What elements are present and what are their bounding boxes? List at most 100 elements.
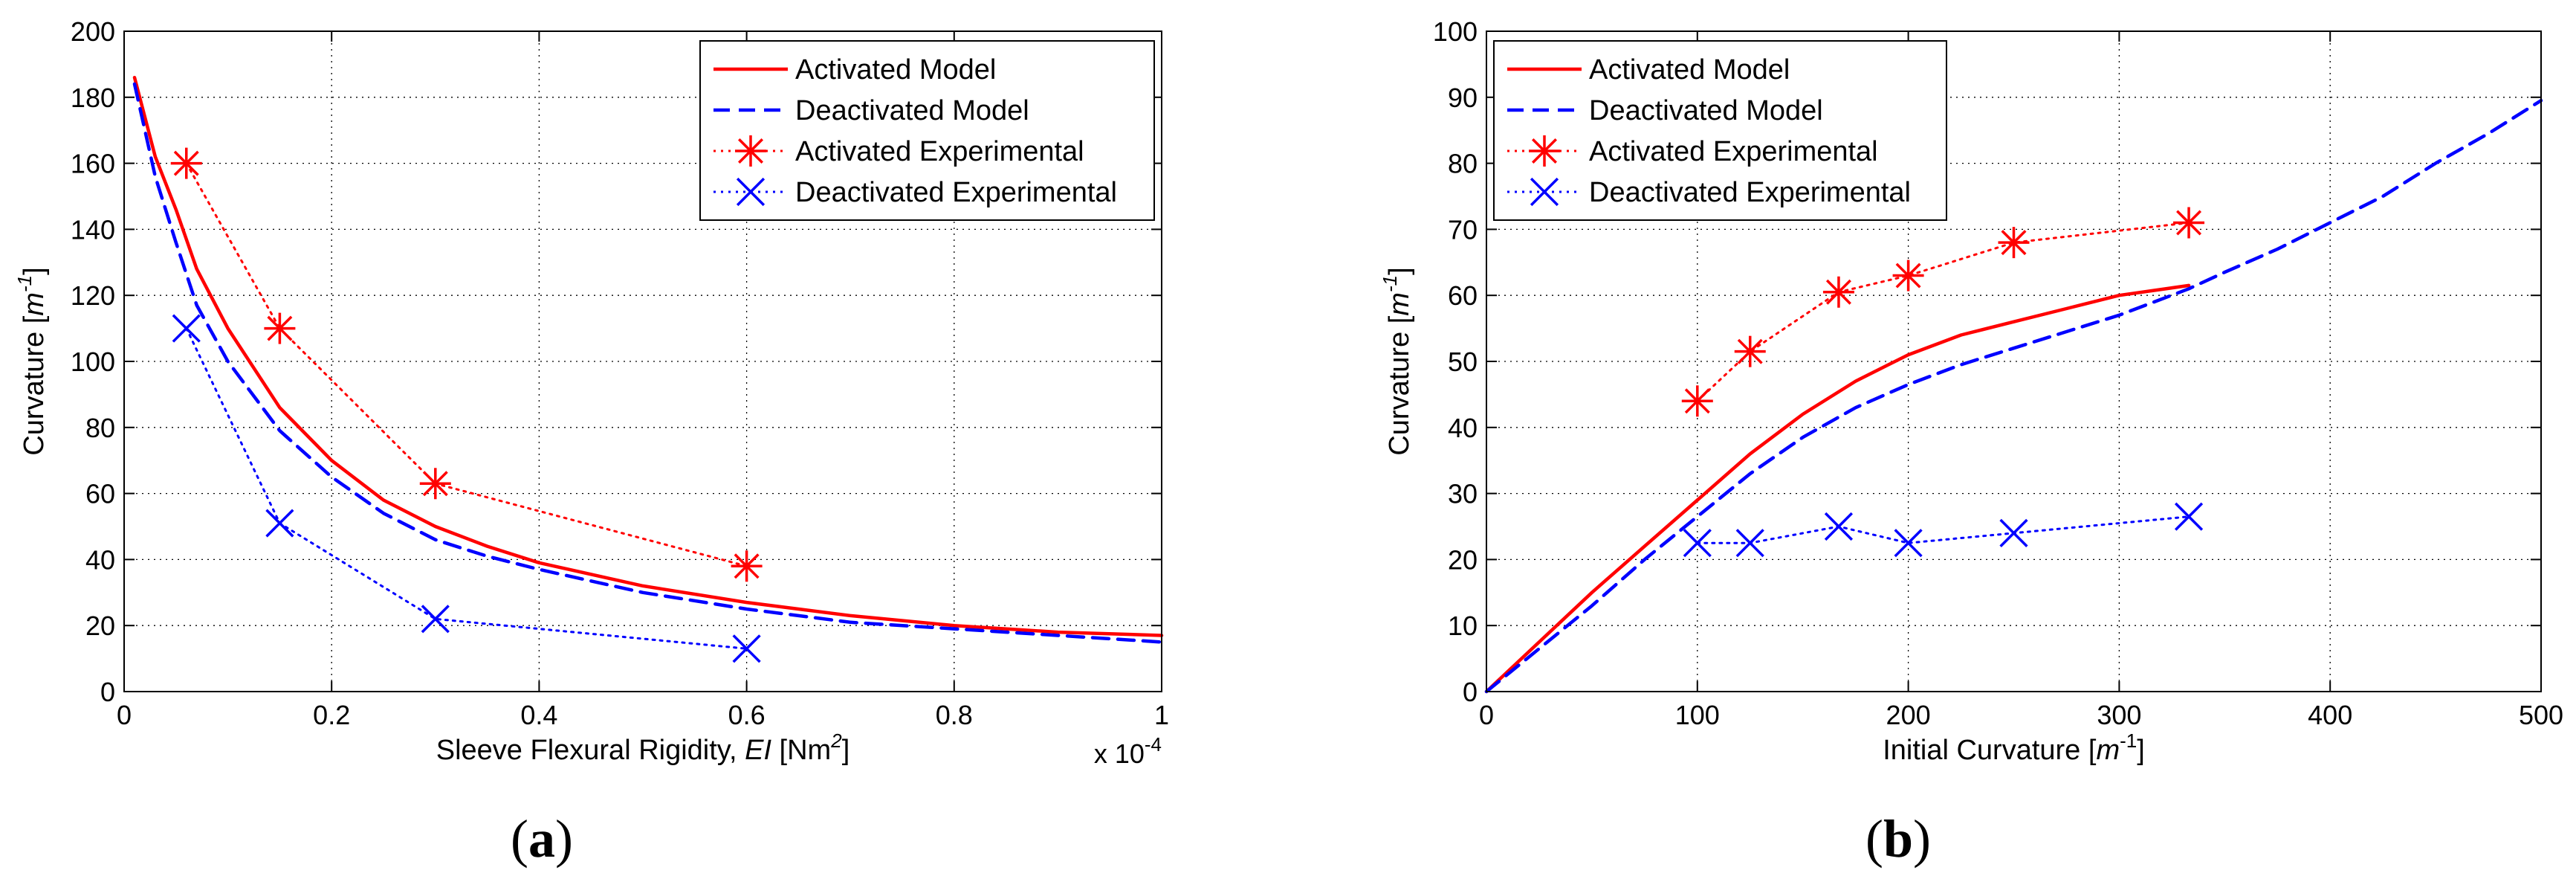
x-axis-label-var: EI [745,735,771,766]
caption-letter: a [528,809,555,869]
x-axis-label: Sleeve Flexural Rigidity, EI [Nm2] [436,730,850,766]
series-line [185,327,748,650]
y-tick-label: 50 [1448,347,1478,377]
y-axis-label-var: m [19,292,50,316]
x-axis-label-sup: 2 [830,730,842,752]
y-tick-label: 0 [100,677,115,707]
legend: Activated Model Deactivated Model Activate… [699,40,1155,221]
y-tick-label: 40 [85,544,115,575]
x-axis-label-main: Sleeve Flexural Rigidity, [436,735,745,766]
y-tick-label: 100 [1433,16,1478,47]
y-tick-label: 180 [71,83,115,113]
caption-paren: ) [555,809,573,869]
chart-b: 0 100 200 300 400 500 0 10 20 30 40 50 60 70 80 90 100 In… [1379,16,2563,869]
marker-stroke [1532,138,1557,164]
legend-label: Activated Experimental [795,136,1084,167]
series-line [1696,515,2190,544]
panel-caption: (a) [511,809,573,869]
y-tick-label: 20 [1448,544,1478,575]
y-tick-label: 80 [1448,149,1478,179]
legend-label: Activated Model [795,54,996,86]
data-point [1822,276,1854,308]
caption-letter: b [1883,809,1913,869]
x-multiplier-exp: -4 [1145,733,1162,756]
legend-label: Deactivated Experimental [795,177,1117,208]
y-tick-label: 0 [1463,677,1478,707]
legend-marker [1529,135,1560,167]
series-line [1484,98,2543,694]
data-point [419,468,451,500]
x-multiplier-base: x 10 [1094,738,1145,769]
data-point [2173,207,2205,239]
x-axis-label: Initial Curvature [m-1] [1883,730,2145,766]
marker-stroke [2001,230,2027,256]
series-line [132,75,1164,637]
marker-stroke [1824,512,1854,541]
x-tick-label: 0.6 [728,700,766,730]
marker-stroke [736,177,766,207]
marker-stroke [265,509,294,538]
x-tick-label: 100 [1675,700,1720,730]
series-deactivated-model [1484,98,2543,694]
data-point [172,314,201,343]
data-point [1999,518,2028,547]
marker-stroke [173,150,199,176]
y-tick-label: 30 [1448,479,1478,509]
x-tick-label: 500 [2519,700,2563,730]
y-tick-label: 160 [71,149,115,179]
x-tick-label: 400 [2308,700,2352,730]
y-tick-label: 120 [71,280,115,311]
x-axis-label-main: Initial Curvature [ [1883,735,2097,766]
y-axis-label-sup: -1 [13,275,36,292]
y-tick-label: 10 [1448,611,1478,641]
x-axis-label-unit: [Nm [771,735,831,766]
series-line [132,82,1164,644]
x-tick-label: 0 [1479,700,1494,730]
data-point [1735,529,1764,558]
legend-marker [736,177,766,207]
y-axis-label-main: Curvature [ [19,315,50,455]
x-tick-label: 0.2 [313,700,350,730]
legend-label: Activated Experimental [1589,136,1878,167]
y-axis-label: Curvature [m-1] [13,267,50,455]
data-point [731,550,763,582]
data-point [732,634,761,663]
y-tick-label: 140 [71,214,115,245]
x-tick-label: 200 [1886,700,1931,730]
marker-stroke [1683,529,1712,558]
data-point [421,605,450,634]
y-tick-label: 70 [1448,214,1478,245]
data-point [1824,512,1854,541]
legend-label: Deactivated Model [1589,95,1823,126]
legend-marker [1530,177,1559,207]
y-tick-label: 60 [85,479,115,509]
x-axis-label-post: ] [842,735,850,766]
x-tick-label: 1 [1154,700,1169,730]
caption-paren: ( [1865,809,1883,869]
y-axis-label: Curvature [m-1] [1379,267,1415,455]
marker-stroke [1894,529,1923,558]
x-axis-label-sup: -1 [2120,730,2137,752]
marker-stroke [734,553,760,579]
data-point [1681,385,1713,417]
data-point [265,509,294,538]
legend-label: Deactivated Model [795,95,1029,126]
series-activated-experimental [170,147,763,582]
marker-stroke [2174,502,2204,531]
x-multiplier: x 10-4 [1094,733,1162,769]
series-activated-experimental [1681,207,2205,417]
x-axis-label-var: m [2096,735,2120,766]
series-activated-model [1484,283,2191,694]
x-tick-label: 300 [2097,700,2141,730]
marker-stroke [422,471,448,497]
x-axis-label-post: ] [2137,735,2145,766]
y-tick-label: 80 [85,413,115,443]
marker-stroke [267,315,293,341]
marker-stroke [1530,177,1559,207]
series-deactivated-model [132,82,1164,644]
marker-stroke [1737,338,1763,364]
caption-paren: ( [511,809,528,869]
data-point [264,312,296,344]
legend-label: Deactivated Experimental [1589,177,1911,208]
series-deactivated-experimental [1683,502,2204,558]
